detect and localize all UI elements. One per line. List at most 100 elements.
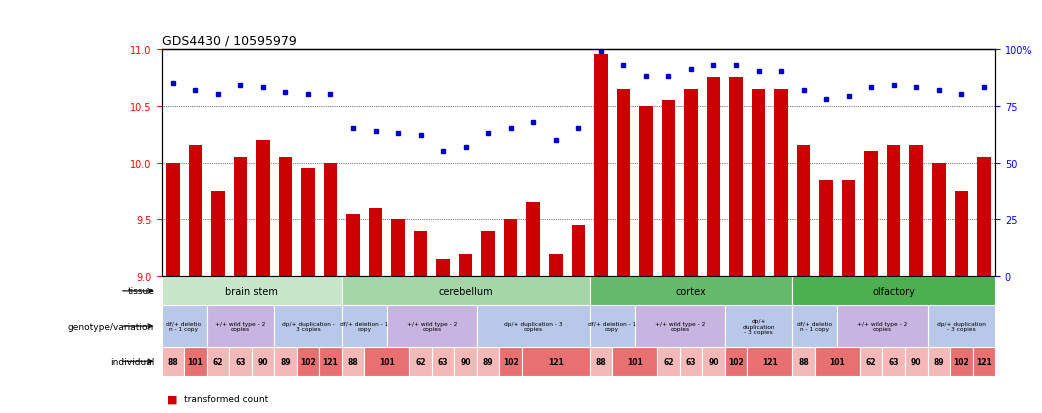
Bar [932,163,945,277]
Bar [725,347,747,376]
Bar [662,101,675,277]
Bar [162,347,184,376]
Text: 90: 90 [257,357,268,366]
Text: olfactory: olfactory [872,286,915,296]
Bar [346,214,359,277]
Bar [639,106,652,277]
Text: 101: 101 [379,357,395,366]
Bar [431,347,454,376]
Bar [499,347,522,376]
Text: +/+ wild type - 2
copies: +/+ wild type - 2 copies [654,321,704,332]
Bar [950,347,972,376]
Text: 63: 63 [889,357,899,366]
Text: 121: 121 [762,357,777,366]
Bar [369,209,382,277]
Bar [414,231,427,277]
Text: cortex: cortex [675,286,706,296]
Bar [342,277,590,306]
Text: 62: 62 [866,357,876,366]
Text: 63: 63 [235,357,246,366]
Text: 121: 121 [976,357,992,366]
Text: 89: 89 [934,357,944,366]
Bar [706,78,720,277]
Bar [549,254,563,277]
Text: 121: 121 [323,357,339,366]
Bar [905,347,927,376]
Bar [590,306,635,347]
Bar [206,347,229,376]
Text: 102: 102 [728,357,744,366]
Bar [617,89,630,277]
Bar [910,146,923,277]
Bar [612,347,658,376]
Bar [477,306,590,347]
Bar [883,347,905,376]
Bar [685,89,698,277]
Bar [838,306,927,347]
Bar [797,146,811,277]
Text: 101: 101 [829,357,845,366]
Text: ■: ■ [167,394,177,404]
Bar [658,347,679,376]
Bar [972,347,995,376]
Bar [792,306,838,347]
Text: 90: 90 [709,357,719,366]
Bar [392,220,405,277]
Bar [454,347,477,376]
Text: dp/+
duplication
- 3 copies: dp/+ duplication - 3 copies [742,318,775,335]
Text: GDS4430 / 10595979: GDS4430 / 10595979 [162,34,296,47]
Text: 88: 88 [348,357,358,366]
Text: 62: 62 [213,357,223,366]
Bar [792,277,995,306]
Bar [301,169,315,277]
Text: 102: 102 [953,357,969,366]
Bar [725,306,792,347]
Bar [729,78,743,277]
Bar [342,347,365,376]
Bar [324,163,338,277]
Bar [702,347,725,376]
Text: ■: ■ [167,412,177,413]
Text: 89: 89 [482,357,494,366]
Text: 90: 90 [911,357,921,366]
Bar [387,306,477,347]
Bar [572,225,585,277]
Bar [954,192,968,277]
Bar [815,347,860,376]
Bar [437,260,450,277]
Text: 89: 89 [280,357,291,366]
Text: df/+ deletio
n - 1 copy: df/+ deletio n - 1 copy [167,321,201,332]
Text: 90: 90 [461,357,471,366]
Bar [458,254,472,277]
Bar [162,306,206,347]
Bar [792,347,815,376]
Bar [522,347,590,376]
Bar [365,347,410,376]
Bar [206,306,274,347]
Bar [477,347,499,376]
Bar [679,347,702,376]
Bar [635,306,725,347]
Text: 102: 102 [503,357,519,366]
Text: 63: 63 [438,357,448,366]
Text: tissue: tissue [127,287,154,296]
Text: +/+ wild type - 2
copies: +/+ wild type - 2 copies [858,321,908,332]
Bar [189,146,202,277]
Text: +/+ wild type - 2
copies: +/+ wild type - 2 copies [406,321,457,332]
Bar [927,306,995,347]
Text: cerebellum: cerebellum [439,286,493,296]
Bar [481,231,495,277]
Bar [256,140,270,277]
Bar [342,306,387,347]
Text: df/+ deletion - 1
copy: df/+ deletion - 1 copy [588,321,637,332]
Text: 121: 121 [548,357,564,366]
Bar [526,203,540,277]
Text: 88: 88 [168,357,178,366]
Text: dp/+ duplication
- 3 copies: dp/+ duplication - 3 copies [937,321,986,332]
Text: 101: 101 [188,357,203,366]
Bar [842,180,855,277]
Text: dp/+ duplication - 3
copies: dp/+ duplication - 3 copies [504,321,563,332]
Bar [319,347,342,376]
Bar [774,89,788,277]
Bar [819,180,833,277]
